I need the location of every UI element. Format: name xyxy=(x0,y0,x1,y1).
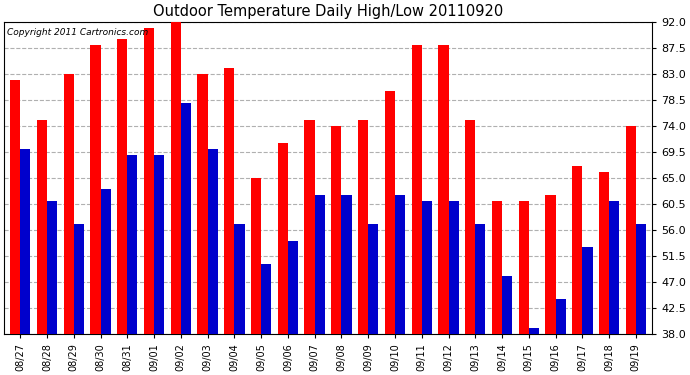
Bar xyxy=(235,224,244,334)
Bar xyxy=(288,242,298,334)
Bar xyxy=(342,195,352,334)
Bar xyxy=(395,195,405,334)
Bar xyxy=(90,45,101,334)
Bar xyxy=(278,143,288,334)
Bar xyxy=(529,328,539,334)
Bar xyxy=(331,126,342,334)
Bar xyxy=(411,45,422,334)
Bar xyxy=(422,201,432,334)
Bar xyxy=(224,68,235,334)
Bar xyxy=(261,264,271,334)
Bar xyxy=(197,74,208,334)
Bar xyxy=(502,276,512,334)
Bar xyxy=(170,22,181,334)
Bar xyxy=(74,224,84,334)
Bar xyxy=(315,195,325,334)
Bar xyxy=(10,80,20,334)
Bar xyxy=(63,74,74,334)
Bar xyxy=(47,201,57,334)
Bar xyxy=(438,45,449,334)
Bar xyxy=(545,195,555,334)
Bar xyxy=(20,149,30,334)
Bar xyxy=(304,120,315,334)
Bar xyxy=(181,103,191,334)
Bar xyxy=(154,154,164,334)
Bar xyxy=(117,39,127,334)
Bar xyxy=(358,120,368,334)
Bar xyxy=(368,224,378,334)
Bar xyxy=(101,189,110,334)
Bar xyxy=(599,172,609,334)
Text: Copyright 2011 Cartronics.com: Copyright 2011 Cartronics.com xyxy=(8,28,148,37)
Bar xyxy=(519,201,529,334)
Bar xyxy=(609,201,619,334)
Bar xyxy=(448,201,459,334)
Bar xyxy=(385,91,395,334)
Bar xyxy=(251,178,261,334)
Title: Outdoor Temperature Daily High/Low 20110920: Outdoor Temperature Daily High/Low 20110… xyxy=(153,4,503,19)
Bar xyxy=(37,120,47,334)
Bar xyxy=(208,149,218,334)
Bar xyxy=(555,299,566,334)
Bar xyxy=(475,224,486,334)
Bar xyxy=(127,154,137,334)
Bar xyxy=(465,120,475,334)
Bar xyxy=(636,224,646,334)
Bar xyxy=(144,27,154,334)
Bar xyxy=(626,126,636,334)
Bar xyxy=(582,247,593,334)
Bar xyxy=(572,166,582,334)
Bar xyxy=(492,201,502,334)
